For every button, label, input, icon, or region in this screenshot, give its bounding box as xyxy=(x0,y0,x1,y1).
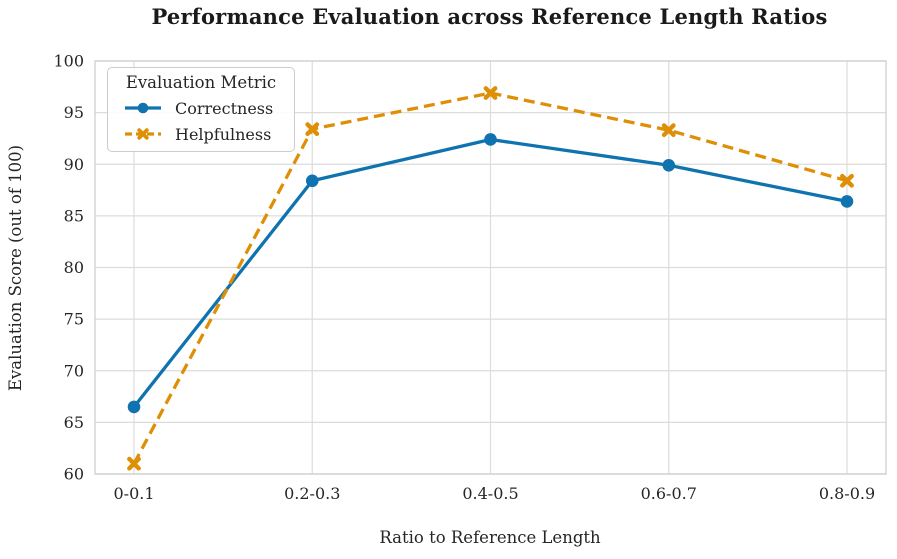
helpfulness-point xyxy=(840,173,854,188)
chart-title: Performance Evaluation across Reference … xyxy=(151,4,828,29)
correctness-point xyxy=(305,174,319,188)
helpfulness-line-marker-icon xyxy=(125,128,161,140)
x-tick-label: 0.8-0.9 xyxy=(819,484,875,503)
y-tick-label: 65 xyxy=(64,413,84,432)
legend-label-correctness: Correctness xyxy=(175,98,274,118)
correctness-point xyxy=(484,133,497,146)
legend-title: Evaluation Metric xyxy=(125,73,277,92)
legend: Evaluation Metric Correctness Helpfulnes… xyxy=(107,67,295,152)
helpfulness-line xyxy=(132,91,848,465)
x-tick-label: 0.6-0.7 xyxy=(641,484,697,503)
y-tick-label: 85 xyxy=(64,206,84,225)
correctness-point xyxy=(662,158,676,172)
helpfulness-point xyxy=(483,86,498,100)
x-tick-label: 0.4-0.5 xyxy=(462,484,518,503)
x-axis-label: Ratio to Reference Length xyxy=(379,528,601,547)
correctness-point xyxy=(840,195,854,208)
correctness-point xyxy=(127,400,141,414)
legend-entry-helpfulness: Helpfulness xyxy=(114,121,288,147)
x-tick-label: 0.2-0.3 xyxy=(284,484,340,503)
y-axis-label: Evaluation Score (out of 100) xyxy=(6,145,25,391)
x-tick-label: 0-0.1 xyxy=(113,484,154,503)
y-tick-label: 90 xyxy=(64,155,84,174)
correctness-line-marker-icon xyxy=(125,102,161,114)
plot-frame xyxy=(94,60,887,475)
legend-label-helpfulness: Helpfulness xyxy=(175,124,272,144)
helpfulness-point xyxy=(661,123,676,138)
y-tick-label: 75 xyxy=(64,310,84,329)
legend-entry-correctness: Correctness xyxy=(114,95,288,121)
y-tick-label: 80 xyxy=(64,258,84,277)
helpfulness-point xyxy=(127,456,141,471)
y-tick-label: 95 xyxy=(64,103,84,122)
y-tick-label: 60 xyxy=(64,465,84,484)
y-tick-label: 70 xyxy=(64,361,84,380)
helpfulness-point xyxy=(305,122,320,137)
y-tick-label: 100 xyxy=(53,52,84,71)
